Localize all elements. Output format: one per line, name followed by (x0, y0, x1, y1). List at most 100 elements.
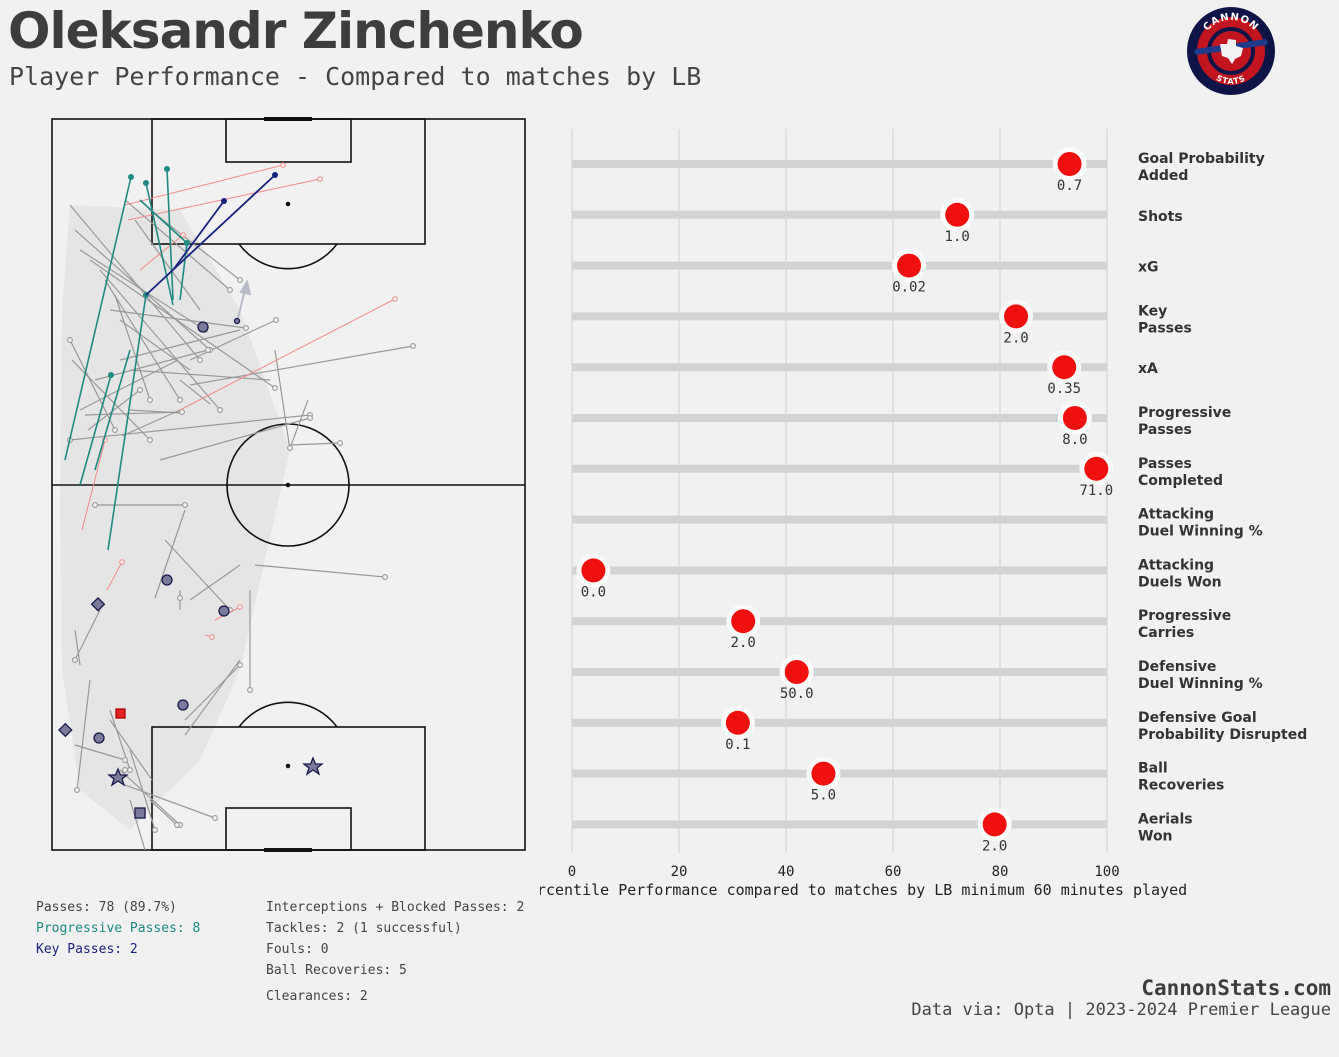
percentile-dot (725, 710, 750, 735)
x-tick-label: 100 (1094, 864, 1119, 880)
metric-label-line: Duel Winning % (1138, 676, 1263, 692)
tackle-lost-marker (115, 708, 126, 719)
metric-value-label: 0.1 (725, 737, 750, 753)
metric-value-label: 2.0 (1003, 330, 1028, 346)
metric-label-line: Passes (1138, 456, 1192, 472)
metric-label: Progressive Passes (1138, 405, 1231, 438)
ball-recovery-marker (93, 732, 105, 744)
metric-label: Ball Recoveries (1138, 761, 1224, 794)
metric-label: Passes Completed (1138, 456, 1223, 489)
x-tick-label: 60 (885, 864, 902, 880)
x-axis-label: Percentile Performance compared to match… (540, 881, 1187, 899)
bottom-penalty-spot (285, 763, 291, 769)
metric-value-label: 8.0 (1062, 432, 1087, 448)
metric-label-line: Defensive Goal (1138, 710, 1257, 726)
metric-label: Progressive Carries (1138, 608, 1231, 641)
metric-label: Shots (1138, 209, 1183, 225)
metric-label-line: Goal Probability (1138, 151, 1265, 167)
ball-recovery-marker (177, 699, 189, 711)
ball-recovery-marker (197, 321, 209, 333)
metric-label: xA (1138, 361, 1158, 377)
interception-marker (90, 597, 106, 612)
defensive-stats-block: Interceptions + Blocked Passes: 2 Tackle… (266, 897, 524, 1007)
tackle-marker (134, 807, 146, 819)
page-title: Oleksandr Zinchenko (8, 2, 584, 60)
metric-value-label: 71.0 (1079, 483, 1113, 499)
percentile-dot (1004, 304, 1029, 329)
metric-label-line: Won (1138, 828, 1173, 844)
top-penalty-arc (238, 243, 338, 270)
cannon-stats-crest-icon: CANNON STATS (1187, 7, 1275, 95)
key-passes (145, 174, 276, 296)
metric-label: Aerials Won (1138, 811, 1193, 844)
percentile-dot (731, 609, 756, 634)
x-tick-label: 0 (568, 864, 576, 880)
metric-label-line: Key (1138, 303, 1167, 319)
pass-map-pitch (51, 117, 526, 852)
metric-label-line: Added (1138, 168, 1188, 184)
metric-label-line: Aerials (1138, 811, 1193, 827)
top-six-yard-box (225, 118, 352, 163)
metric-label-line: Attacking (1138, 507, 1214, 523)
percentile-dot (1057, 152, 1082, 176)
metric-label-line: Probability Disrupted (1138, 727, 1307, 743)
metric-label-line: Defensive (1138, 659, 1216, 675)
metric-label-line: Recoveries (1138, 778, 1224, 794)
metric-value-label: 0.0 (581, 584, 606, 600)
metric-value-label: 0.7 (1057, 178, 1082, 194)
ball-recovery-marker (218, 605, 230, 617)
top-penalty-box (151, 118, 426, 245)
ball-recovery-marker (161, 574, 173, 586)
pass-stats-block: Passes: 78 (89.7%) Progressive Passes: 8… (36, 897, 200, 960)
metric-value-label: 0.02 (892, 280, 926, 296)
touch-area-hull (60, 205, 290, 830)
percentile-dot (1084, 456, 1109, 481)
percentile-dot (945, 202, 970, 227)
metric-value-label: 0.35 (1047, 381, 1081, 397)
metric-label-line: Duels Won (1138, 574, 1222, 590)
metric-label: Goal Probability Added (1138, 151, 1265, 184)
passes-stat: Passes: 78 (89.7%) (36, 900, 177, 915)
key-passes-stat: Key Passes: 2 (36, 942, 138, 957)
carry-arrow (236, 279, 252, 323)
metric-label-line: Passes (1138, 422, 1192, 438)
clearances-stat: Clearances: 2 (266, 989, 368, 1004)
top-penalty-spot (285, 201, 291, 207)
percentile-dot (784, 660, 809, 684)
metric-value-label: 2.0 (731, 635, 756, 651)
logo-text-bottom: STATS (1215, 73, 1247, 86)
metric-label-line: Ball (1138, 761, 1168, 777)
recoveries-stat: Ball Recoveries: 5 (266, 963, 407, 978)
metric-label: xG (1138, 260, 1159, 276)
metric-label-line: Attacking (1138, 557, 1214, 573)
page-subtitle: Player Performance - Compared to matches… (9, 62, 702, 91)
percentile-chart: 0.7 1.0 0.02 2.0 0.35 8.0 71.0 0.0 2.0 50.0 0.1 5.0… (540, 129, 1307, 899)
bottom-six-yard-box (225, 807, 352, 851)
metric-value-label: 1.0 (945, 229, 970, 245)
metric-label-line: Carries (1138, 625, 1194, 641)
fouls-stat: Fouls: 0 (266, 942, 329, 957)
percentile-dot (581, 558, 606, 583)
percentile-dot (897, 253, 922, 278)
x-tick-label: 80 (992, 864, 1009, 880)
metric-label-line: xA (1138, 361, 1158, 377)
svg-text:STATS: STATS (1215, 73, 1248, 86)
percentile-dot (1062, 406, 1087, 430)
metric-value-label: 5.0 (811, 788, 836, 804)
tackles-stat: Tackles: 2 (1 successful) (266, 921, 462, 936)
x-tick-label: 20 (671, 864, 688, 880)
metric-label-line: Progressive (1138, 405, 1231, 421)
clearance-marker (107, 767, 129, 787)
metric-label-line: Progressive (1138, 608, 1231, 624)
metric-label-line: xG (1138, 260, 1159, 276)
pitch-markings (51, 117, 526, 852)
interceptions-stat: Interceptions + Blocked Passes: 2 (266, 900, 525, 915)
metric-label-line: Shots (1138, 209, 1183, 225)
source-text: Data via: Opta | 2023-2024 Premier Leagu… (911, 1000, 1331, 1020)
metric-label-line: Duel Winning % (1138, 524, 1263, 540)
progressive-passes-stat: Progressive Passes: 8 (36, 921, 201, 936)
metric-label: Attacking Duels Won (1138, 557, 1222, 590)
key-pass-ends (221, 172, 278, 204)
metric-label-line: Passes (1138, 320, 1192, 336)
metric-label: Attacking Duel Winning % (1138, 507, 1263, 540)
